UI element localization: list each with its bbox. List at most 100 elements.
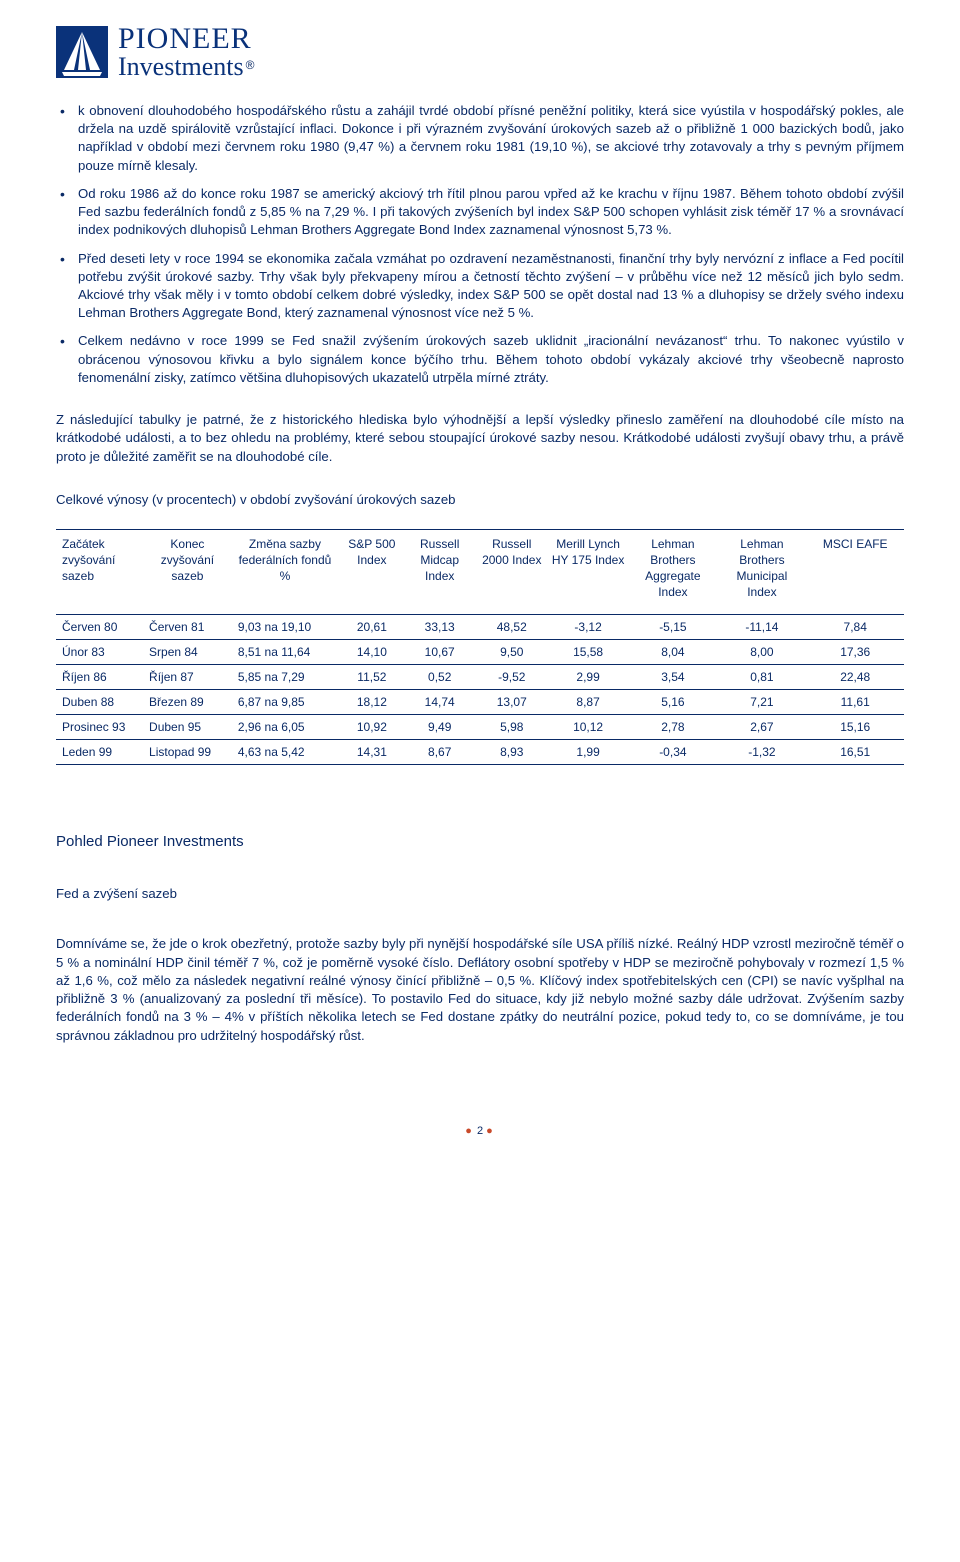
table-cell: 15,16 [806,715,904,740]
table-cell: -3,12 [548,615,629,640]
table-cell: 7,84 [806,615,904,640]
table-cell: 14,74 [404,690,476,715]
table-cell: 17,36 [806,640,904,665]
logo: PIONEER Investments® [56,24,904,80]
table-header-cell: Merill Lynch HY 175 Index [548,529,629,615]
table-cell: 0,81 [717,665,806,690]
page-number: 2 [477,1125,483,1137]
logo-reg: ® [246,58,255,72]
table-cell: Únor 83 [56,640,145,665]
table-cell: Listopad 99 [145,740,230,765]
table-cell: 9,50 [476,640,548,665]
table-header-cell: Lehman Brothers Aggregate Index [628,529,717,615]
table-cell: -11,14 [717,615,806,640]
bullet-item: Před deseti lety v roce 1994 se ekonomik… [56,250,904,323]
table-cell: Říjen 86 [56,665,145,690]
table-cell: 15,58 [548,640,629,665]
table-row: Duben 88Březen 896,87 na 9,8518,1214,741… [56,690,904,715]
table-cell: Březen 89 [145,690,230,715]
section-heading: Pohled Pioneer Investments [56,833,904,850]
bullet-list: k obnovení dlouhodobého hospodářského rů… [56,102,904,387]
table-cell: Červen 81 [145,615,230,640]
table-cell: Srpen 84 [145,640,230,665]
table-cell: 14,31 [340,740,404,765]
closing-text: Domníváme se, že jde o krok obezřetný, p… [56,935,904,1044]
table-header-cell: Začátek zvyšování sazeb [56,529,145,615]
table-cell: 16,51 [806,740,904,765]
table-row: Červen 80Červen 819,03 na 19,1020,6133,1… [56,615,904,640]
table-body: Červen 80Červen 819,03 na 19,1020,6133,1… [56,615,904,765]
table-cell: 2,78 [628,715,717,740]
table-title: Celkové výnosy (v procentech) v období z… [56,492,904,507]
footer-dot-icon: ● [465,1125,474,1137]
closing-paragraph: Domníváme se, že jde o krok obezřetný, p… [56,935,904,1044]
table-cell: 18,12 [340,690,404,715]
table-cell: 8,93 [476,740,548,765]
table-cell: Prosinec 93 [56,715,145,740]
table-header-cell: Russell 2000 Index [476,529,548,615]
table-cell: 14,10 [340,640,404,665]
table-cell: Duben 88 [56,690,145,715]
table-cell: 8,51 na 11,64 [230,640,340,665]
table-cell: 22,48 [806,665,904,690]
table-cell: -5,15 [628,615,717,640]
table-header-cell: Lehman Brothers Municipal Index [717,529,806,615]
logo-text: PIONEER Investments® [118,24,255,80]
table-row: Leden 99Listopad 994,63 na 5,4214,318,67… [56,740,904,765]
table-header-cell: MSCI EAFE [806,529,904,615]
table-header-cell: Změna sazby federálních fondů% [230,529,340,615]
table-cell: 5,85 na 7,29 [230,665,340,690]
table-cell: 4,63 na 5,42 [230,740,340,765]
table-header-cell: Russell Midcap Index [404,529,476,615]
table-cell: 0,52 [404,665,476,690]
table-cell: 48,52 [476,615,548,640]
table-cell: 2,96 na 6,05 [230,715,340,740]
table-cell: 10,92 [340,715,404,740]
after-bullets-text: Z následující tabulky je patrné, že z hi… [56,411,904,466]
after-bullets-paragraph: Z následující tabulky je patrné, že z hi… [56,411,904,466]
table-cell: 8,04 [628,640,717,665]
table-cell: 6,87 na 9,85 [230,690,340,715]
table-cell: -0,34 [628,740,717,765]
table-cell: 2,99 [548,665,629,690]
table-row: Únor 83Srpen 848,51 na 11,6414,1010,679,… [56,640,904,665]
table-cell: 3,54 [628,665,717,690]
table-row: Prosinec 93Duben 952,96 na 6,0510,929,49… [56,715,904,740]
table-cell: 11,61 [806,690,904,715]
table-cell: Říjen 87 [145,665,230,690]
table-header-row: Začátek zvyšování sazebKonec zvyšování s… [56,529,904,615]
table-cell: 10,12 [548,715,629,740]
table-header-cell: S&P 500 Index [340,529,404,615]
table-cell: 5,16 [628,690,717,715]
bullet-item: k obnovení dlouhodobého hospodářského rů… [56,102,904,175]
logo-line1: PIONEER [118,24,255,54]
table-cell: 9,03 na 19,10 [230,615,340,640]
bullet-item: Celkem nedávno v roce 1999 se Fed snažil… [56,332,904,387]
table-header-cell: Konec zvyšování sazeb [145,529,230,615]
table-cell: 11,52 [340,665,404,690]
table-cell: Duben 95 [145,715,230,740]
table-cell: -9,52 [476,665,548,690]
table-cell: Leden 99 [56,740,145,765]
table-cell: 8,00 [717,640,806,665]
page-footer: ● 2 ● [56,1125,904,1137]
table-cell: 20,61 [340,615,404,640]
table-cell: 2,67 [717,715,806,740]
table-cell: 8,87 [548,690,629,715]
table-cell: 10,67 [404,640,476,665]
table-cell: 7,21 [717,690,806,715]
table-row: Říjen 86Říjen 875,85 na 7,2911,520,52-9,… [56,665,904,690]
table-cell: -1,32 [717,740,806,765]
table-cell: 33,13 [404,615,476,640]
table-cell: 5,98 [476,715,548,740]
logo-mark-icon [56,26,108,78]
returns-table: Začátek zvyšování sazebKonec zvyšování s… [56,529,904,766]
logo-line2: Investments [118,52,244,81]
table-cell: Červen 80 [56,615,145,640]
table-cell: 13,07 [476,690,548,715]
bullet-item: Od roku 1986 až do konce roku 1987 se am… [56,185,904,240]
table-cell: 8,67 [404,740,476,765]
footer-dot-icon: ● [486,1125,495,1137]
table-cell: 1,99 [548,740,629,765]
table-cell: 9,49 [404,715,476,740]
